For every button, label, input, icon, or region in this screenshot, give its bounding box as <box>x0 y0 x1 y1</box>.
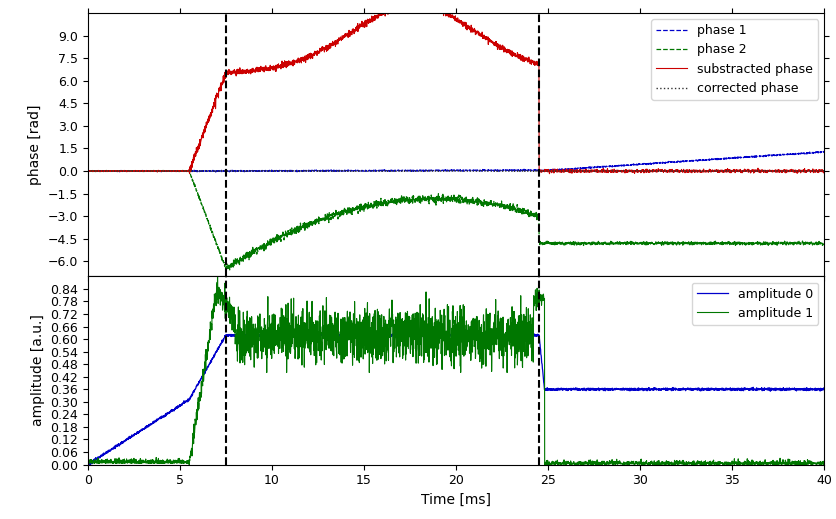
phase 1 <box>818 149 828 155</box>
phase 1 <box>211 169 221 175</box>
amplitude 1 <box>433 317 443 323</box>
amplitude 0 <box>796 387 806 393</box>
amplitude 0 <box>818 388 828 394</box>
amplitude 0 <box>302 330 312 336</box>
substracted phase <box>543 171 553 177</box>
corrected phase <box>398 168 408 174</box>
phase 1 <box>817 148 827 155</box>
Y-axis label: amplitude [a.u.]: amplitude [a.u.] <box>31 315 44 427</box>
substracted phase <box>398 3 408 9</box>
phase 2 <box>618 240 628 246</box>
substracted phase <box>392 7 402 13</box>
Line: amplitude 1: amplitude 1 <box>88 274 823 467</box>
substracted phase <box>83 168 93 174</box>
phase 2 <box>398 194 408 200</box>
Line: phase 1: phase 1 <box>88 152 823 172</box>
amplitude 1 <box>818 458 828 464</box>
phase 1 <box>432 168 442 174</box>
amplitude 0 <box>398 332 408 338</box>
amplitude 1 <box>83 458 93 465</box>
substracted phase <box>432 7 442 13</box>
phase 1 <box>759 153 769 159</box>
amplitude 0 <box>618 386 628 392</box>
amplitude 1 <box>618 461 628 467</box>
phase 2 <box>818 240 828 247</box>
Line: substracted phase: substracted phase <box>88 1 823 174</box>
corrected phase <box>344 168 354 174</box>
phase 2 <box>83 168 93 174</box>
phase 2 <box>150 167 161 173</box>
phase 1 <box>617 162 627 169</box>
amplitude 1 <box>212 271 222 277</box>
amplitude 1 <box>760 460 770 466</box>
Y-axis label: phase [rad]: phase [rad] <box>28 104 42 185</box>
substracted phase <box>760 169 770 175</box>
corrected phase <box>392 168 402 174</box>
Legend: amplitude 0, amplitude 1: amplitude 0, amplitude 1 <box>691 283 818 325</box>
amplitude 1 <box>796 461 806 467</box>
corrected phase <box>818 168 828 174</box>
corrected phase <box>433 168 443 174</box>
substracted phase <box>796 168 806 174</box>
corrected phase <box>760 168 770 174</box>
amplitude 1 <box>392 329 402 335</box>
amplitude 0 <box>760 386 770 392</box>
phase 2 <box>760 239 770 245</box>
phase 2 <box>392 196 402 202</box>
X-axis label: Time [ms]: Time [ms] <box>421 493 491 507</box>
phase 2 <box>433 198 443 204</box>
Legend: phase 1, phase 2, substracted phase, corrected phase: phase 1, phase 2, substracted phase, cor… <box>650 19 818 100</box>
Line: amplitude 0: amplitude 0 <box>88 333 823 465</box>
phase 1 <box>796 151 806 157</box>
Line: phase 2: phase 2 <box>88 170 823 271</box>
corrected phase <box>125 168 135 174</box>
phase 2 <box>221 268 231 274</box>
substracted phase <box>618 169 628 175</box>
amplitude 0 <box>84 462 94 468</box>
corrected phase <box>83 168 93 174</box>
amplitude 0 <box>392 333 402 339</box>
substracted phase <box>410 0 421 4</box>
amplitude 1 <box>398 352 408 358</box>
amplitude 0 <box>433 333 443 339</box>
amplitude 0 <box>83 461 93 467</box>
phase 1 <box>83 168 93 174</box>
substracted phase <box>818 167 828 173</box>
corrected phase <box>796 168 806 174</box>
phase 1 <box>392 167 402 173</box>
phase 2 <box>796 239 806 245</box>
phase 1 <box>398 168 408 174</box>
corrected phase <box>618 168 628 174</box>
amplitude 1 <box>184 464 194 470</box>
